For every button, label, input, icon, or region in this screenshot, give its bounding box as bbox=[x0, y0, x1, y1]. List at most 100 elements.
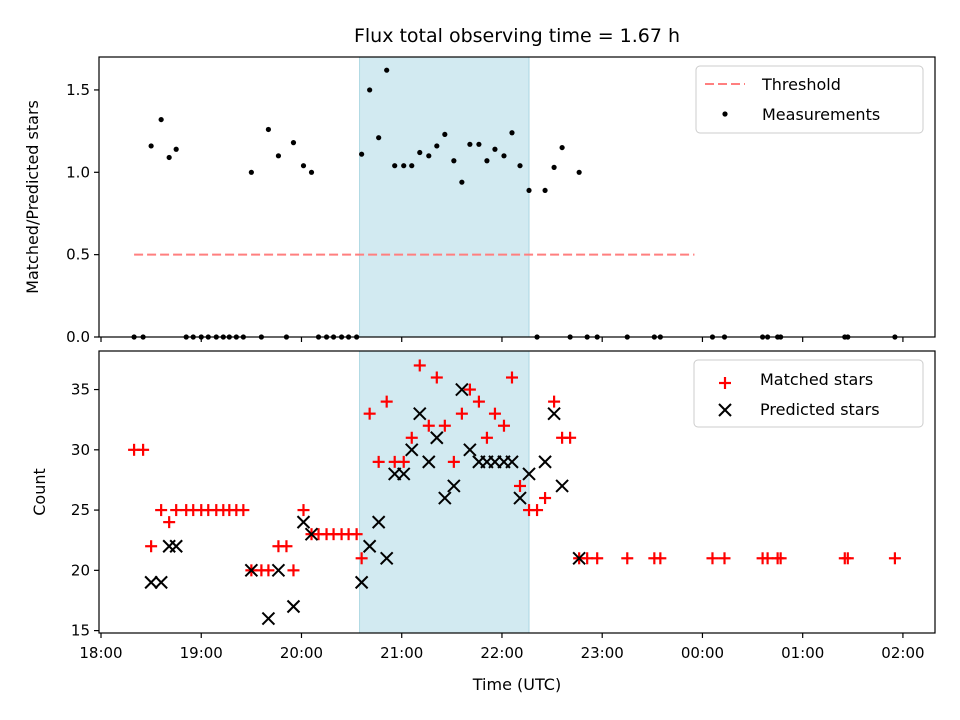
matched-star-point bbox=[405, 431, 418, 444]
x-tick-label: 01:00 bbox=[781, 644, 824, 662]
measurement-point bbox=[451, 158, 457, 164]
matched-star-point bbox=[170, 504, 183, 517]
bottom-y-ticks: 15 20 25 30 35 bbox=[71, 381, 99, 640]
predicted-star-point bbox=[154, 575, 168, 590]
predicted-star-point bbox=[430, 431, 444, 445]
matched-star-point bbox=[430, 371, 443, 384]
measurement-point bbox=[384, 67, 390, 73]
x-tick-label: 23:00 bbox=[581, 644, 624, 662]
matched-star-point bbox=[548, 395, 561, 408]
matched-star-point bbox=[438, 419, 451, 432]
measurement-point bbox=[442, 131, 448, 138]
measurement-point bbox=[367, 87, 373, 93]
count-points bbox=[128, 359, 901, 626]
measurement-point bbox=[308, 169, 315, 175]
measurement-point bbox=[509, 130, 515, 136]
matched-star-point bbox=[531, 504, 544, 517]
predicted-star-point bbox=[438, 491, 452, 505]
matched-star-point bbox=[564, 431, 577, 444]
bottom-legend-box bbox=[693, 359, 924, 428]
matched-star-point bbox=[145, 540, 158, 553]
predicted-star-point bbox=[169, 539, 183, 553]
predicted-star-point bbox=[261, 611, 276, 626]
predicted-star-point bbox=[354, 575, 369, 590]
predicted-star-point bbox=[144, 575, 158, 590]
matched-star-point bbox=[350, 528, 363, 541]
measurement-point bbox=[417, 149, 423, 156]
measurement-point bbox=[484, 158, 490, 164]
predicted-star-point bbox=[555, 479, 569, 493]
matched-star-point bbox=[581, 552, 594, 565]
matched-star-point bbox=[888, 552, 901, 565]
top-y-tick-label: 1.0 bbox=[66, 163, 90, 181]
matched-star-point bbox=[718, 552, 731, 565]
predicted-star-point bbox=[379, 551, 394, 565]
matched-star-point bbox=[654, 552, 667, 565]
predicted-star-point bbox=[362, 539, 377, 553]
measurement-point bbox=[359, 151, 365, 157]
matched-star-point bbox=[591, 552, 604, 565]
top-panel: 0.0 0.5 1.0 1.5 Matched/Predicted stars Thr… bbox=[23, 56, 936, 346]
bottom-y-tick-label: 25 bbox=[71, 501, 90, 519]
predicted-star-point bbox=[271, 563, 286, 578]
predicted-star-point bbox=[547, 406, 561, 421]
measurement-point bbox=[275, 153, 282, 159]
matched-star-point bbox=[488, 407, 501, 420]
matched-star-point bbox=[447, 455, 460, 468]
matched-star-point bbox=[505, 371, 518, 384]
measurement-point bbox=[476, 141, 482, 147]
matched-star-point bbox=[163, 516, 176, 529]
predicted-star-point bbox=[405, 443, 419, 457]
top-y-tick-label: 0.5 bbox=[66, 246, 90, 264]
predicted-star-point bbox=[455, 382, 469, 397]
measurement-point bbox=[290, 140, 297, 146]
measurement-point bbox=[300, 163, 307, 169]
top-x-ticks bbox=[100, 337, 904, 342]
bottom-y-axis-label: Count bbox=[30, 468, 49, 516]
matched-star-point bbox=[355, 552, 368, 565]
matched-star-point bbox=[413, 359, 426, 372]
predicted-star-point bbox=[296, 515, 311, 529]
predicted-star-point bbox=[422, 455, 436, 469]
bottom-panel: 15 20 25 30 35 18:00 19:00 20:00 21:00 22:00 23:0… bbox=[30, 350, 936, 694]
bottom-legend: Matched stars Predicted stars bbox=[693, 359, 924, 428]
x-tick-label: 20:00 bbox=[280, 644, 323, 662]
measurement-point bbox=[517, 163, 523, 169]
measurement-point bbox=[426, 153, 432, 159]
matched-star-point bbox=[480, 431, 493, 444]
measurement-point bbox=[392, 163, 398, 169]
measurement-point bbox=[148, 143, 154, 149]
measurement-point bbox=[526, 187, 532, 194]
bottom-x-ticks: 18:00 19:00 20:00 21:00 22:00 23:00 00:00 01:00… bbox=[79, 633, 925, 662]
matched-star-point bbox=[841, 552, 854, 565]
x-tick-label: 22:00 bbox=[480, 644, 523, 662]
measurement-point bbox=[551, 164, 557, 170]
measurement-point bbox=[542, 187, 548, 194]
matched-star-point bbox=[363, 407, 376, 420]
top-y-tick-label: 1.5 bbox=[66, 81, 90, 99]
matched-star-point bbox=[380, 395, 393, 408]
bottom-axes-frame bbox=[98, 350, 936, 634]
measurements-legend-label: Measurements bbox=[762, 105, 880, 124]
measurement-point bbox=[434, 143, 440, 149]
top-legend-box bbox=[695, 65, 924, 134]
predicted-star-point bbox=[447, 479, 461, 493]
measurement-point bbox=[166, 154, 172, 161]
chart-title: Flux total observing time = 1.67 h bbox=[354, 25, 680, 47]
measurements-legend-swatch bbox=[722, 111, 728, 117]
predicted-star-point bbox=[538, 455, 552, 469]
predicted-star-point bbox=[572, 551, 586, 565]
predicted-star-point bbox=[286, 599, 301, 614]
measurement-point bbox=[459, 179, 465, 185]
matched-star-point bbox=[297, 504, 310, 517]
top-legend: Threshold Measurements bbox=[695, 65, 924, 134]
x-tick-label: 18:00 bbox=[79, 644, 122, 662]
matched-star-point bbox=[287, 564, 300, 577]
matched-star-point bbox=[237, 504, 250, 517]
matched-star-point bbox=[539, 492, 552, 505]
predicted-star-point bbox=[304, 527, 319, 541]
predicted-star-point bbox=[463, 443, 477, 457]
bottom-shaded-interval bbox=[359, 350, 530, 634]
x-tick-label: 19:00 bbox=[180, 644, 223, 662]
